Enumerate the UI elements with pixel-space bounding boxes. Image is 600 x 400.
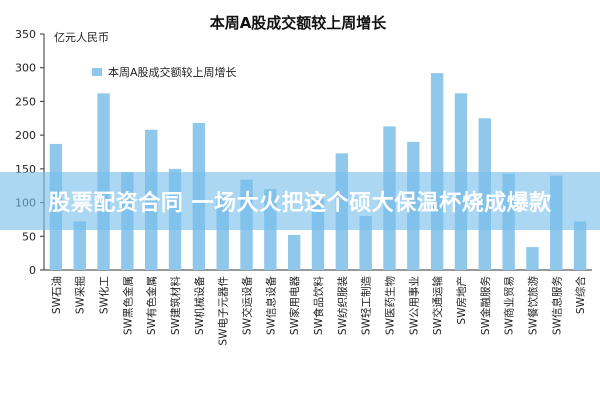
bar xyxy=(287,234,301,270)
x-tick-label: SW公用事业 xyxy=(407,276,420,335)
x-tick-label: SW食品饮料 xyxy=(312,276,325,336)
y-tick-label: 50 xyxy=(22,230,36,243)
x-tick-label: SW餐饮旅游 xyxy=(526,276,539,336)
x-tick-label: SW医药生物 xyxy=(383,276,396,335)
x-tick-label: SW信息设备 xyxy=(264,276,277,336)
x-tick-label: SW信息服务 xyxy=(550,276,563,336)
x-tick-label: SW综合 xyxy=(574,276,587,315)
x-tick-label: SW轻工制造 xyxy=(360,276,373,336)
banner-text: 股票配资合同 一场大火把这个硕大保温杯烧成爆款 xyxy=(48,191,552,216)
overlay-banner: 股票配资合同 一场大火把这个硕大保温杯烧成爆款 xyxy=(0,172,600,230)
x-tick-label: SW家用电器 xyxy=(288,276,301,336)
x-tick-label: SW采掘 xyxy=(74,276,87,314)
x-tick-label: SW商业贸易 xyxy=(503,276,516,335)
x-tick-label: SW交运设备 xyxy=(241,276,254,336)
bar xyxy=(526,247,539,270)
x-tick-label: SW机械设备 xyxy=(193,276,206,336)
x-tick-label: SW化工 xyxy=(98,276,111,314)
x-tick-label: SW石油 xyxy=(50,276,63,314)
x-tick-label: SW交通运输 xyxy=(431,276,444,336)
legend-swatch xyxy=(92,68,102,76)
chart-title: 本周A股成交额较上周增长 xyxy=(210,14,388,32)
x-tick-label: SW建筑材料 xyxy=(169,276,182,336)
y-tick-label: 0 xyxy=(29,264,36,277)
legend: 本周A股成交额较上周增长 xyxy=(92,65,237,79)
bar xyxy=(73,221,86,270)
x-tick-label: SW有色金属 xyxy=(145,276,158,335)
bar xyxy=(573,221,587,270)
y-tick-label: 350 xyxy=(15,28,36,41)
x-tick-label: SW黑色金属 xyxy=(121,276,134,335)
y-axis-unit-label: 亿元人民币 xyxy=(54,31,109,44)
y-tick-label: 300 xyxy=(15,62,36,75)
x-tick-label: SW电子元器件 xyxy=(217,276,230,346)
y-tick-label: 250 xyxy=(15,95,36,108)
x-tick-label: SW纺织服装 xyxy=(336,276,349,336)
legend-label: 本周A股成交额较上周增长 xyxy=(108,65,237,79)
y-tick-label: 200 xyxy=(15,129,36,142)
x-tick-label: SW金融服务 xyxy=(479,276,492,336)
x-tick-label: SW房地产 xyxy=(455,276,468,325)
